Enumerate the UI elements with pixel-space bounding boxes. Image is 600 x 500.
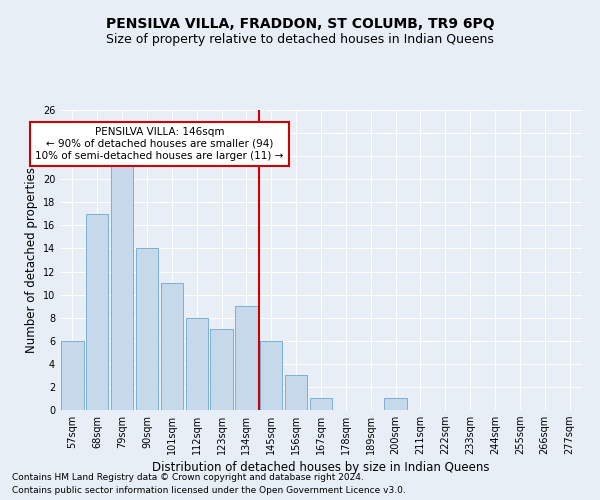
Text: Contains public sector information licensed under the Open Government Licence v3: Contains public sector information licen…: [12, 486, 406, 495]
Bar: [260, 341, 283, 410]
Bar: [285, 376, 307, 410]
Bar: [310, 398, 332, 410]
Bar: [211, 329, 233, 410]
Text: Size of property relative to detached houses in Indian Queens: Size of property relative to detached ho…: [106, 32, 494, 46]
Text: Contains HM Land Registry data © Crown copyright and database right 2024.: Contains HM Land Registry data © Crown c…: [12, 474, 364, 482]
Y-axis label: Number of detached properties: Number of detached properties: [25, 167, 38, 353]
Bar: [111, 156, 133, 410]
Bar: [385, 398, 407, 410]
Text: PENSILVA VILLA: 146sqm
← 90% of detached houses are smaller (94)
10% of semi-det: PENSILVA VILLA: 146sqm ← 90% of detached…: [35, 128, 284, 160]
Bar: [61, 341, 83, 410]
X-axis label: Distribution of detached houses by size in Indian Queens: Distribution of detached houses by size …: [152, 462, 490, 474]
Bar: [235, 306, 257, 410]
Bar: [136, 248, 158, 410]
Bar: [185, 318, 208, 410]
Bar: [161, 283, 183, 410]
Bar: [86, 214, 109, 410]
Text: PENSILVA VILLA, FRADDON, ST COLUMB, TR9 6PQ: PENSILVA VILLA, FRADDON, ST COLUMB, TR9 …: [106, 18, 494, 32]
